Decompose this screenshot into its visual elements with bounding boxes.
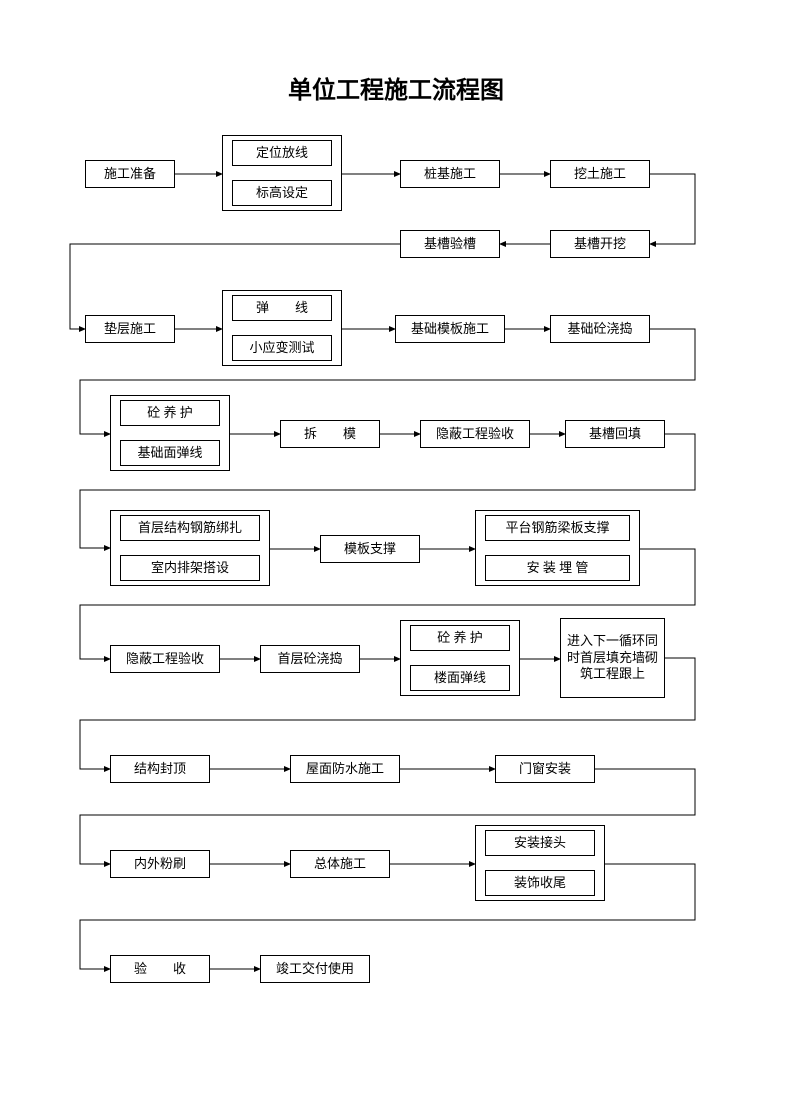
node-plaster: 内外粉刷 [110,850,210,878]
node-r3g2b: 小应变测试 [232,335,332,361]
node-r8g3a: 安装接头 [485,830,595,856]
node-r4g1b: 基础面弹线 [120,440,220,466]
node-next-cycle: 进入下一循环同时首层填充墙砌筑工程跟上 [560,618,665,698]
node-r5g1b: 室内排架搭设 [120,555,260,581]
node-prep: 施工准备 [85,160,175,188]
node-r6g3b: 楼面弹线 [410,665,510,691]
node-top-out: 结构封顶 [110,755,210,783]
node-hidden-accept: 隐蔽工程验收 [420,420,530,448]
node-r3g2a: 弹 线 [232,295,332,321]
node-roof-wp: 屋面防水施工 [290,755,400,783]
node-found-form: 基础模板施工 [395,315,505,343]
node-complete: 竣工交付使用 [260,955,370,983]
node-overall: 总体施工 [290,850,390,878]
node-r5g3b: 安 装 埋 管 [485,555,630,581]
node-door-window: 门窗安装 [495,755,595,783]
flowchart-page: 单位工程施工流程图 施工准备 定位放线 标高设定 桩基施工 挖土施工 基槽验槽 … [0,0,792,1120]
node-r1g2b: 标高设定 [232,180,332,206]
node-accept: 验 收 [110,955,210,983]
node-pile: 桩基施工 [400,160,500,188]
node-r1g2a: 定位放线 [232,140,332,166]
node-r5g3a: 平台钢筋梁板支撑 [485,515,630,541]
node-first-pour: 首层砼浇捣 [260,645,360,673]
node-r6g3a: 砼 养 护 [410,625,510,651]
node-backfill: 基槽回填 [565,420,665,448]
node-r5g1a: 首层结构钢筋绑扎 [120,515,260,541]
node-trench-dig: 基槽开挖 [550,230,650,258]
node-hidden2: 隐蔽工程验收 [110,645,220,673]
node-demold: 拆 模 [280,420,380,448]
node-cushion: 垫层施工 [85,315,175,343]
node-found-pour: 基础砼浇捣 [550,315,650,343]
page-title: 单位工程施工流程图 [0,70,792,105]
node-trench-check: 基槽验槽 [400,230,500,258]
node-excavate: 挖土施工 [550,160,650,188]
node-r4g1a: 砼 养 护 [120,400,220,426]
node-r8g3b: 装饰收尾 [485,870,595,896]
node-form-support: 模板支撑 [320,535,420,563]
